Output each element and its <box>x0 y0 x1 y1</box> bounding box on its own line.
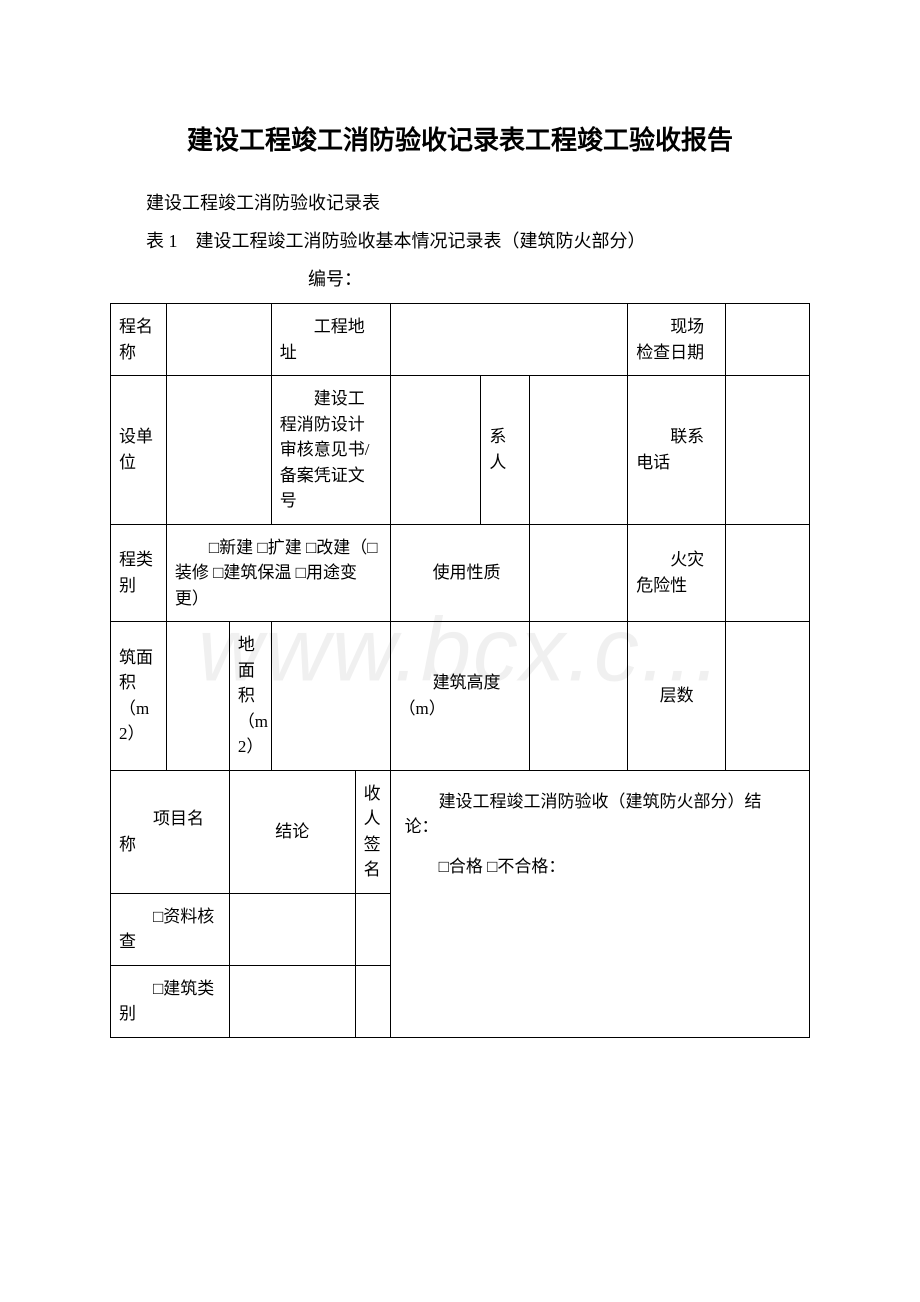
cell-project-type-label: 程类别 <box>111 524 167 622</box>
cell-land-area-label: 地面积（m2） <box>229 622 271 771</box>
cell-empty <box>726 304 810 376</box>
cell-project-name-label: 程名称 <box>111 304 167 376</box>
intro-line-1: 建设工程竣工消防验收记录表 <box>110 185 810 221</box>
cell-empty <box>390 376 481 525</box>
serial-number-label: 编号： <box>110 265 810 291</box>
cell-empty <box>390 304 628 376</box>
cell-doc-review: □资料核查 <box>111 893 230 965</box>
table-row: 筑面积（m2） 地面积（m2） 建筑高度（m） 层数 <box>111 622 810 771</box>
cell-project-address-label: 工程地址 <box>271 304 390 376</box>
cell-building-area-label: 筑面积（m2） <box>111 622 167 771</box>
cell-empty <box>229 965 355 1037</box>
cell-empty <box>726 524 810 622</box>
cell-building-height-label: 建筑高度（m） <box>390 622 530 771</box>
cell-project-type-text: □新建 □扩建 □改建（□装修 □建筑保温 □用途变更） <box>175 538 378 608</box>
cell-empty <box>166 376 271 525</box>
cell-empty <box>726 376 810 525</box>
doc-title: 建设工程竣工消防验收记录表工程竣工验收报告 <box>110 120 810 157</box>
cell-item-name-header: 项目名称 <box>111 770 230 893</box>
cell-signature-header: 收人签名 <box>355 770 390 893</box>
cell-empty <box>530 622 628 771</box>
page-container: 建设工程竣工消防验收记录表工程竣工验收报告 建设工程竣工消防验收记录表 表 1 … <box>0 0 920 1098</box>
cell-empty <box>271 622 390 771</box>
record-table: 程名称 工程地址 现场检查日期 设单位 建设工程消防设计审核意见书/备案凭证文号… <box>110 303 810 1038</box>
cell-fire-risk-label: 火灾危险性 <box>628 524 726 622</box>
cell-empty <box>355 965 390 1037</box>
cell-empty <box>166 304 271 376</box>
cell-empty <box>355 893 390 965</box>
cell-inspect-date-label: 现场检查日期 <box>628 304 726 376</box>
cell-overall-conclusion: 建设工程竣工消防验收（建筑防火部分）结论： □合格 □不合格： <box>390 770 809 1037</box>
intro-line-2: 表 1 建设工程竣工消防验收基本情况记录表（建筑防火部分） <box>110 223 810 259</box>
cell-contact-phone-label: 联系电话 <box>628 376 726 525</box>
cell-empty <box>166 622 229 771</box>
cell-design-doc-label: 建设工程消防设计审核意见书/备案凭证文号 <box>271 376 390 525</box>
table-row: 设单位 建设工程消防设计审核意见书/备案凭证文号 系人 联系电话 <box>111 376 810 525</box>
cell-project-type-options: □新建 □扩建 □改建（□装修 □建筑保温 □用途变更） <box>166 524 390 622</box>
cell-conclusion-header: 结论 <box>229 770 355 893</box>
cell-empty <box>726 622 810 771</box>
table-row: 项目名称 结论 收人签名 建设工程竣工消防验收（建筑防火部分）结论： □合格 □… <box>111 770 810 893</box>
cell-floors-label: 层数 <box>628 622 726 771</box>
conclusion-text-2: □合格 □不合格： <box>405 854 795 880</box>
cell-unit-label: 设单位 <box>111 376 167 525</box>
table-row: 程类别 □新建 □扩建 □改建（□装修 □建筑保温 □用途变更） 使用性质 火灾… <box>111 524 810 622</box>
table-row: 程名称 工程地址 现场检查日期 <box>111 304 810 376</box>
cell-empty <box>530 376 628 525</box>
conclusion-text-1: 建设工程竣工消防验收（建筑防火部分）结论： <box>405 789 795 840</box>
cell-empty <box>530 524 628 622</box>
cell-contact-person-label: 系人 <box>481 376 530 525</box>
cell-empty <box>229 893 355 965</box>
cell-usage-label: 使用性质 <box>390 524 530 622</box>
cell-building-category: □建筑类别 <box>111 965 230 1037</box>
